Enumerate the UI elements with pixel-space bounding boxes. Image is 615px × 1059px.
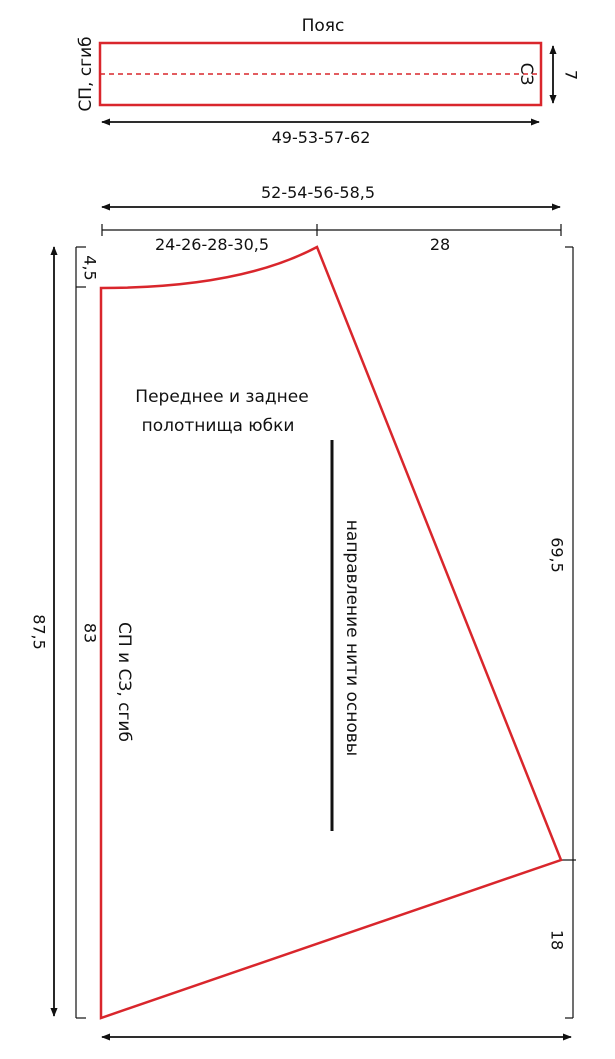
skirt-right-lower-label: 18 xyxy=(548,930,567,950)
belt-title: Пояс xyxy=(302,16,345,36)
belt-left-label: СП, сгиб xyxy=(76,36,96,111)
skirt-total-height-label: 87,5 xyxy=(30,614,49,650)
skirt-left-drop-label: 4,5 xyxy=(81,255,100,280)
skirt-left-side-label: 83 xyxy=(81,623,100,643)
belt-width-label: 49-53-57-62 xyxy=(272,128,371,147)
skirt-title-line1: Переднее и заднее xyxy=(135,387,308,407)
belt-height-label: 7 xyxy=(562,70,581,80)
grain-label: направление нити основы xyxy=(342,520,362,756)
skirt-top-total-label: 52-54-56-58,5 xyxy=(261,183,375,202)
skirt-title-line2: полотнища юбки xyxy=(142,416,295,436)
skirt-top-right-label: 28 xyxy=(430,235,450,254)
belt-right-label: СЗ xyxy=(516,63,536,86)
skirt-top-left-label: 24-26-28-30,5 xyxy=(155,235,269,254)
skirt-fold-label: СП и СЗ, сгиб xyxy=(114,622,134,742)
skirt-right-upper-label: 69,5 xyxy=(548,537,567,573)
skirt-panel-outline xyxy=(99,245,563,1020)
